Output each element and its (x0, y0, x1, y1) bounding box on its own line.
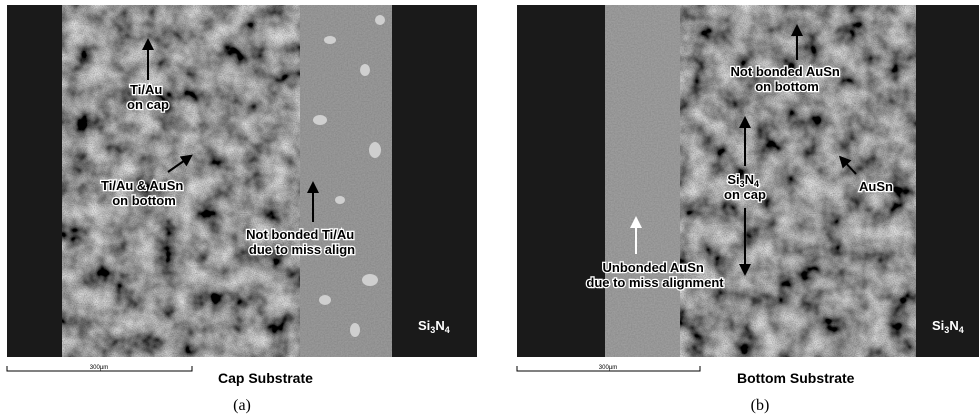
annotation: Not bonded AuSn on bottom (731, 64, 844, 94)
caption: Bottom Substrate (737, 370, 855, 386)
annotation: AuSn (859, 179, 893, 194)
panel-tag: (b) (751, 397, 770, 414)
scale-bar-b: 300µm (516, 365, 701, 372)
micrograph-a: Ti/Au on cap Ti/Au & AuSn on bottom Not … (7, 5, 477, 357)
annotation: Ti/Au on cap (127, 82, 169, 112)
droplets (311, 15, 385, 337)
scale-bar-label: 300µm (90, 365, 108, 371)
unbonded-strip (605, 5, 682, 357)
annotation: Si3N4 on cap (724, 172, 766, 202)
annotation: Not bonded Ti/Au due to miss align (246, 227, 358, 257)
material-label: Si3N4 (932, 318, 964, 335)
bonded-region (680, 5, 916, 357)
panel-tag: (a) (233, 397, 251, 414)
bonded-region (62, 5, 302, 357)
material-label: Si3N4 (418, 318, 450, 335)
unbonded-strip (300, 5, 392, 357)
annotation: Unbonded AuSn due to miss alignment (586, 260, 724, 290)
micrograph-b: Not bonded AuSn on bottom Si3N4 on cap A… (517, 5, 979, 357)
scale-bar-a: 300µm (6, 365, 193, 372)
arrow (167, 154, 193, 173)
caption: Cap Substrate (218, 370, 313, 386)
annotation: Ti/Au & AuSn on bottom (101, 178, 187, 208)
arrow (838, 155, 857, 175)
scale-bar-label: 300µm (599, 365, 617, 371)
